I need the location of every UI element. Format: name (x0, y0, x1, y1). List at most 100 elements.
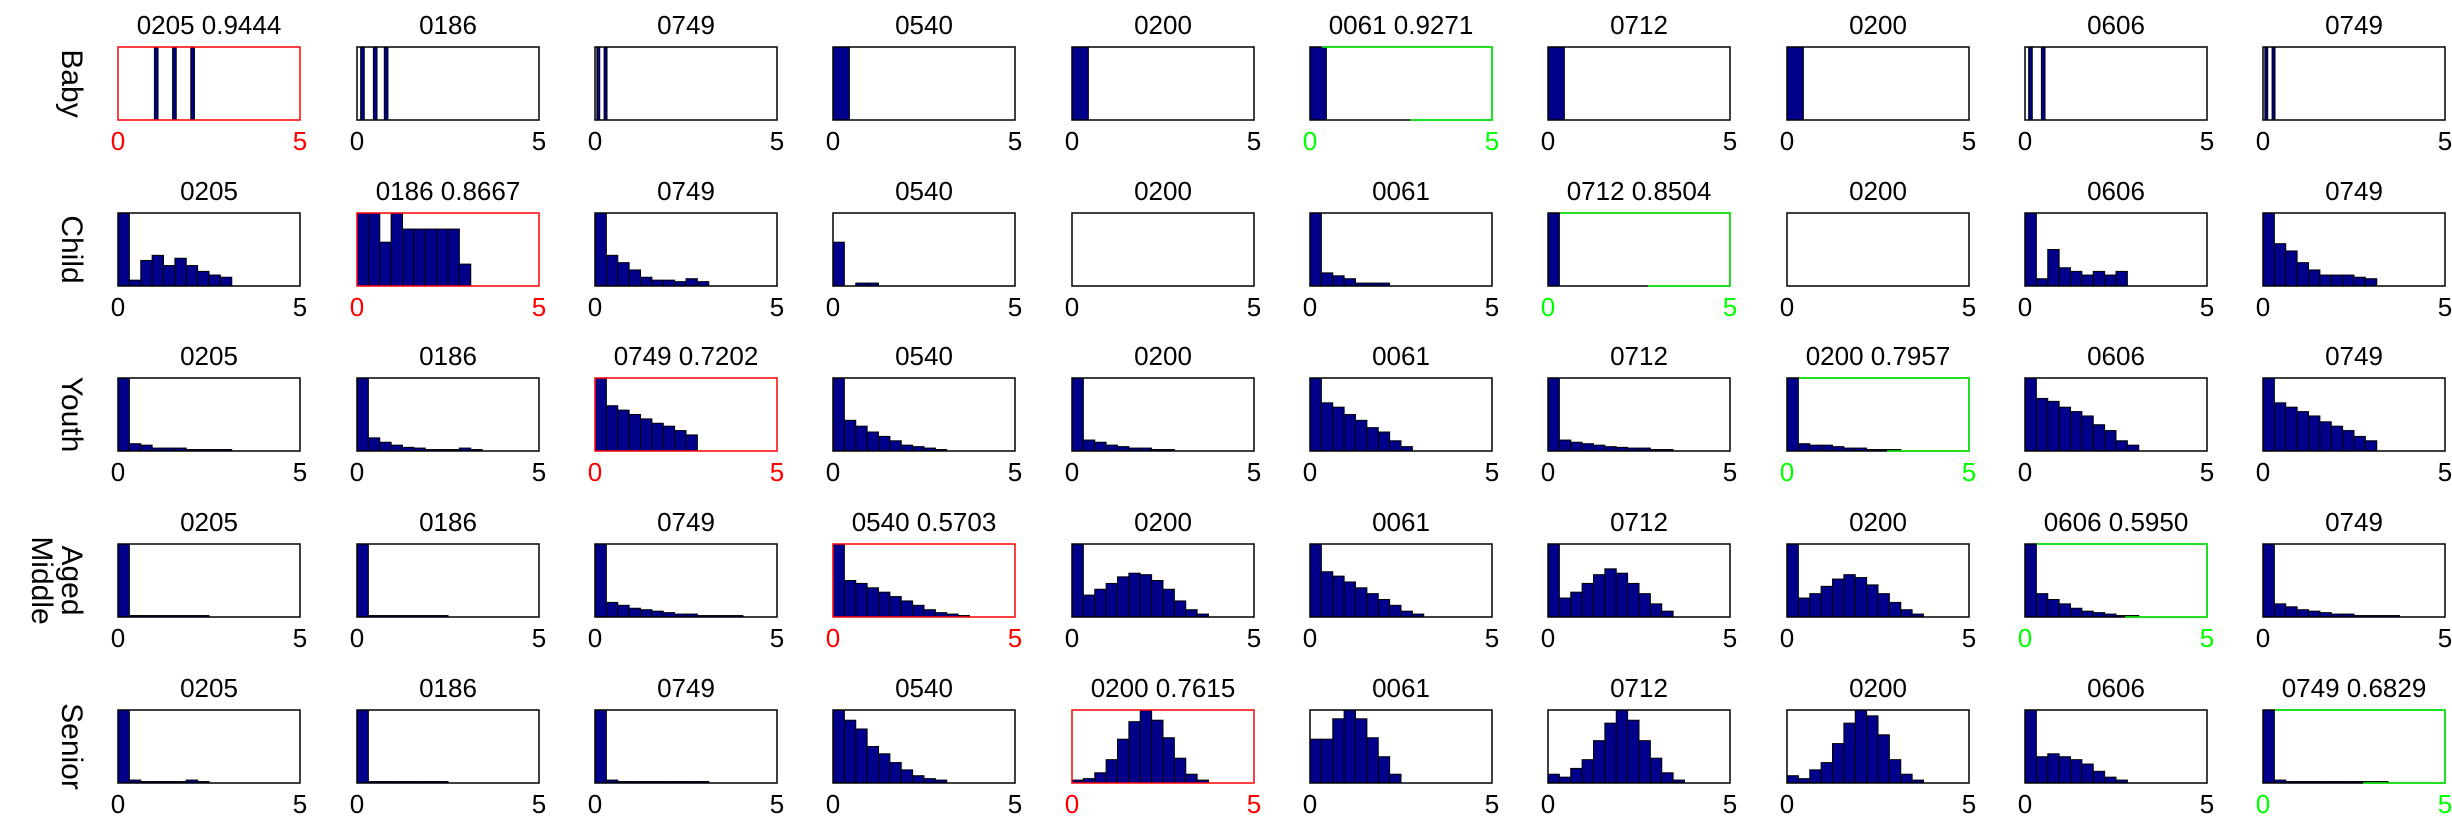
panel-frame (356, 46, 540, 121)
histogram-bar (367, 437, 381, 452)
histogram-bar (2024, 709, 2037, 784)
histogram-bar (2296, 411, 2309, 452)
histogram-panel: 0540 0.5703 0 5 (826, 507, 1022, 653)
histogram-bar (1320, 402, 1334, 452)
histogram-bar (1820, 585, 1833, 618)
x-tick-label: 5 (1485, 126, 1499, 156)
histogram-panel: 0200 0 5 (1065, 10, 1261, 156)
panel-title: 0540 (895, 10, 953, 40)
histogram-bar (197, 270, 210, 287)
histogram-bar (2262, 212, 2275, 287)
x-tick-label: 0 (2018, 292, 2032, 322)
histogram-bar (1877, 593, 1890, 618)
panel-title: 0749 (2325, 341, 2383, 371)
panel-frame (2262, 377, 2446, 452)
histogram-bar (436, 228, 449, 287)
x-tick-label: 5 (1247, 623, 1261, 653)
panel-frame (2262, 212, 2446, 287)
histogram-bar (594, 212, 607, 287)
histogram-bar (1139, 709, 1153, 784)
histogram-bar (2262, 543, 2275, 618)
histogram-bar (2330, 425, 2344, 452)
histogram-bar (1627, 582, 1640, 618)
x-tick-label: 5 (2438, 623, 2452, 653)
panel-title: 0749 (2325, 10, 2383, 40)
histogram-bar (1389, 604, 1402, 618)
histogram-bar (1355, 587, 1368, 618)
histogram-bar (2047, 249, 2060, 287)
histogram-panel: 0186 0 5 (350, 341, 546, 487)
panel-frame (594, 46, 778, 121)
x-tick-label: 5 (1723, 457, 1737, 487)
histogram-bar (2264, 46, 2269, 121)
panel-frame (2024, 377, 2208, 452)
histogram-bar (424, 228, 438, 287)
histogram-bar (2353, 276, 2366, 287)
histogram-bar (866, 746, 879, 784)
histogram-panel: 0061 0 5 (1303, 176, 1499, 322)
histogram-bar (174, 257, 187, 287)
histogram-bar (151, 254, 164, 287)
histogram-panel: 0712 0.8504 0 5 (1541, 176, 1737, 322)
histogram-bar (605, 254, 619, 287)
histogram-bar (1389, 440, 1402, 452)
row-label: Middle (25, 536, 58, 624)
histogram-bar (128, 279, 142, 287)
histogram-bar (1309, 212, 1322, 287)
panel-frame (1786, 377, 1970, 452)
histogram-panel: 0749 0 5 (588, 507, 784, 653)
histogram-panel: 0540 0 5 (826, 341, 1022, 487)
x-tick-label: 0 (1065, 292, 1079, 322)
panel-title: 0205 (180, 341, 238, 371)
x-tick-label: 5 (1723, 789, 1737, 819)
x-tick-label: 5 (1962, 292, 1976, 322)
histogram-bar (2104, 430, 2117, 452)
panel-title: 0186 (419, 341, 477, 371)
x-tick-label: 0 (350, 623, 364, 653)
histogram-bar (843, 580, 857, 618)
histogram-bar (832, 46, 850, 121)
histogram-bar (1128, 572, 1141, 618)
x-tick-label: 5 (770, 789, 784, 819)
histogram-panel: 0749 0 5 (588, 10, 784, 156)
histogram-bar (843, 719, 857, 784)
histogram-bar (1843, 574, 1856, 618)
histogram-bar (1309, 543, 1322, 618)
histogram-bar (900, 444, 914, 452)
histogram-bar (1649, 757, 1663, 784)
histogram-bar (2262, 377, 2275, 452)
histogram-bar (2024, 377, 2037, 452)
panel-title: 0200 (1134, 176, 1192, 206)
histogram-bar (1854, 709, 1868, 784)
panel-title: 0061 (1372, 673, 1430, 703)
x-tick-label: 0 (111, 623, 125, 653)
panel-title: 0749 (2325, 176, 2383, 206)
histogram-panel: 0061 0 5 (1303, 673, 1499, 819)
histogram-bar (1570, 591, 1583, 618)
histogram-bar (2308, 610, 2321, 618)
panel-frame (1786, 543, 1970, 618)
x-tick-label: 0 (2256, 789, 2270, 819)
histogram-bar (1604, 568, 1617, 618)
x-tick-label: 0 (111, 126, 125, 156)
histogram-bar (117, 543, 130, 618)
panel-frame (594, 709, 778, 784)
histogram-bar (1786, 775, 1799, 784)
panel-frame (832, 709, 1016, 784)
histogram-panel: 0200 0 5 (1065, 507, 1261, 653)
x-tick-label: 5 (2200, 292, 2214, 322)
histogram-bar (855, 425, 868, 452)
x-tick-label: 0 (350, 457, 364, 487)
histogram-bar (1400, 610, 1413, 618)
panel-title: 0749 0.6829 (2282, 673, 2427, 703)
histogram-bar (1854, 577, 1868, 618)
histogram-bar (889, 440, 902, 452)
histogram-bar (1547, 212, 1560, 287)
histogram-bar (1866, 584, 1879, 618)
x-tick-label: 0 (2256, 623, 2270, 653)
histogram-bar (2273, 243, 2287, 287)
panel-frame (594, 543, 778, 618)
histogram-bar (1786, 377, 1799, 452)
histogram-bar (1151, 719, 1164, 784)
x-tick-label: 0 (1065, 457, 1079, 487)
